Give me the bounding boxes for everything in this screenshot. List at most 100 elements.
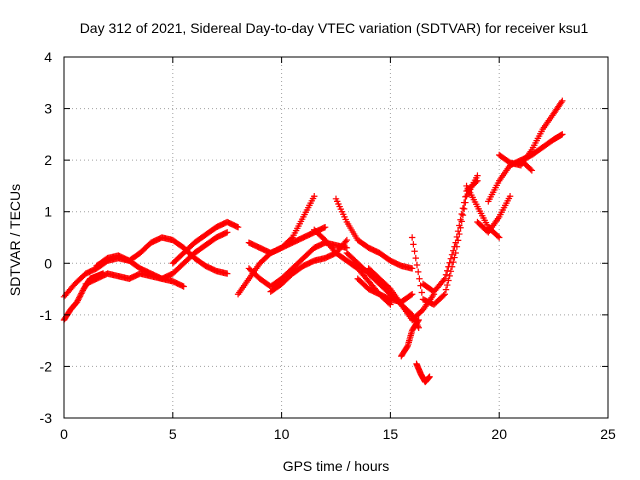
data-point — [77, 291, 84, 299]
series-arc14 — [354, 275, 416, 306]
data-point — [311, 193, 318, 200]
data-point — [74, 297, 81, 304]
y-tick-label: -3 — [40, 410, 53, 426]
series-arc16 — [398, 316, 422, 360]
data-point — [415, 316, 422, 324]
series-arc12 — [332, 195, 416, 272]
y-tick-label: -2 — [40, 358, 53, 374]
data-point — [457, 216, 464, 223]
data-point — [448, 251, 456, 258]
data-point — [462, 193, 469, 201]
data-point — [416, 275, 423, 282]
data-point — [447, 255, 455, 262]
data-point — [440, 276, 447, 284]
data-point — [75, 295, 82, 303]
data-point — [474, 177, 481, 184]
data-point — [407, 291, 415, 299]
y-axis-label: SDTVAR / TECUs — [7, 184, 23, 296]
data-point — [288, 235, 295, 242]
y-tick-label: 3 — [44, 101, 52, 117]
data-point — [73, 298, 81, 306]
x-tick-label: 20 — [491, 426, 507, 442]
data-point — [411, 248, 418, 255]
x-axis-label: GPS time / hours — [283, 458, 390, 474]
data-point — [224, 229, 231, 236]
y-tick-label: 2 — [44, 152, 52, 168]
data-point — [450, 247, 457, 254]
series-arc4 — [93, 252, 187, 290]
data-point — [451, 243, 458, 250]
data-point — [408, 234, 416, 241]
data-point — [446, 259, 453, 266]
x-axis: 0 5 10 15 20 25 — [60, 57, 616, 442]
data-point — [444, 267, 451, 274]
x-tick-label: 0 — [60, 426, 68, 442]
data-point — [506, 193, 514, 200]
data-series — [60, 97, 566, 386]
data-point — [343, 236, 351, 244]
data-point — [558, 99, 565, 106]
y-tick-label: 0 — [44, 255, 52, 271]
data-point — [224, 270, 231, 277]
data-point — [452, 239, 459, 246]
series-arc24 — [517, 131, 566, 164]
data-point — [76, 293, 84, 300]
data-point — [180, 283, 187, 290]
data-point — [459, 205, 467, 212]
data-point — [446, 272, 453, 280]
series-arc6 — [180, 244, 231, 277]
data-point — [445, 263, 452, 270]
series-arc10 — [267, 236, 351, 295]
x-tick-label: 25 — [600, 426, 616, 442]
data-point — [441, 275, 448, 282]
data-point — [453, 233, 461, 241]
data-point — [440, 292, 447, 299]
plot-frame — [63, 56, 609, 419]
data-point — [528, 167, 536, 174]
y-axis: -3 -2 -1 0 1 2 3 4 — [40, 49, 608, 426]
data-point — [444, 281, 451, 289]
data-point — [460, 199, 468, 206]
x-tick-label: 5 — [169, 426, 177, 442]
chart-title: Day 312 of 2021, Sidereal Day-to-day VTE… — [80, 20, 589, 36]
data-point — [442, 271, 450, 278]
data-point — [410, 241, 417, 248]
data-point — [559, 131, 566, 138]
data-point — [442, 286, 450, 293]
data-point — [454, 227, 462, 235]
series-arc17 — [413, 360, 433, 386]
series-arc8 — [245, 193, 318, 257]
series-arc21 — [474, 193, 514, 236]
data-point — [412, 254, 419, 262]
grid-lines — [64, 57, 608, 418]
data-point — [408, 291, 416, 298]
data-point — [559, 97, 566, 105]
data-point — [413, 261, 421, 269]
data-point — [321, 223, 329, 231]
data-point — [426, 373, 433, 380]
data-point — [496, 234, 503, 241]
x-tick-label: 15 — [383, 426, 399, 442]
data-point — [456, 222, 463, 229]
data-point — [78, 290, 85, 297]
data-point — [494, 233, 502, 240]
data-point — [414, 317, 422, 325]
y-tick-label: 1 — [44, 204, 52, 220]
data-point — [403, 343, 411, 351]
series-arc19 — [419, 177, 481, 295]
data-point — [415, 268, 422, 276]
data-point — [473, 178, 480, 186]
y-tick-label: -1 — [40, 307, 53, 323]
y-tick-label: 4 — [44, 49, 52, 65]
data-point — [527, 166, 534, 173]
data-point — [76, 294, 83, 301]
data-point — [408, 265, 416, 272]
data-point — [441, 291, 448, 298]
data-point — [418, 289, 426, 296]
data-point — [458, 210, 465, 218]
x-tick-label: 10 — [274, 426, 290, 442]
data-point — [234, 223, 242, 231]
data-point — [459, 211, 467, 219]
data-point — [342, 238, 349, 245]
